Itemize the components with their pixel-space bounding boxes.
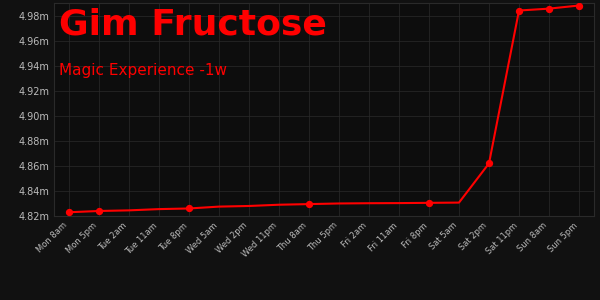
Point bbox=[514, 8, 524, 13]
Point bbox=[64, 210, 74, 214]
Point bbox=[184, 206, 194, 211]
Point bbox=[574, 3, 584, 8]
Point bbox=[94, 208, 104, 213]
Point bbox=[424, 200, 434, 205]
Text: Gim Fructose: Gim Fructose bbox=[59, 7, 327, 41]
Point bbox=[304, 202, 314, 206]
Point bbox=[544, 6, 554, 11]
Point bbox=[484, 161, 494, 166]
Text: Magic Experience -1w: Magic Experience -1w bbox=[59, 63, 227, 78]
